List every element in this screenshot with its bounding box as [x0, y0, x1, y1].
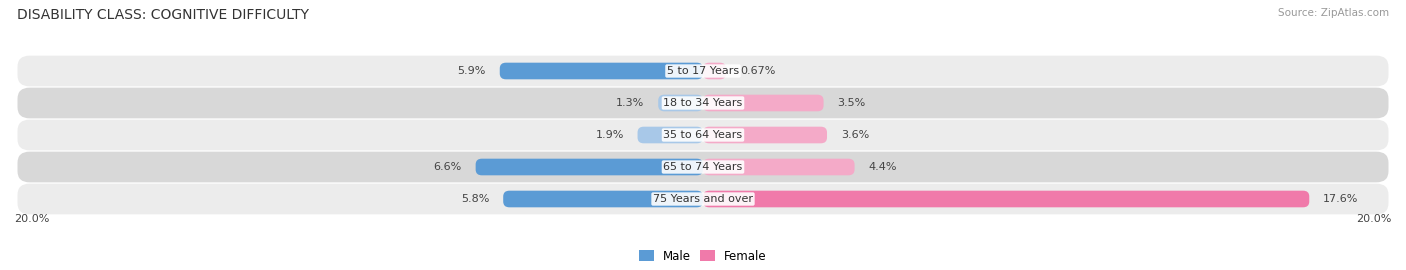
Text: 75 Years and over: 75 Years and over	[652, 194, 754, 204]
Text: 35 to 64 Years: 35 to 64 Years	[664, 130, 742, 140]
FancyBboxPatch shape	[17, 88, 1389, 118]
FancyBboxPatch shape	[17, 56, 1389, 86]
Text: 5 to 17 Years: 5 to 17 Years	[666, 66, 740, 76]
Text: 5.8%: 5.8%	[461, 194, 489, 204]
FancyBboxPatch shape	[703, 95, 824, 111]
Text: 20.0%: 20.0%	[1357, 214, 1392, 224]
FancyBboxPatch shape	[17, 120, 1389, 150]
FancyBboxPatch shape	[658, 95, 703, 111]
Legend: Male, Female: Male, Female	[634, 245, 772, 267]
Text: 0.67%: 0.67%	[740, 66, 775, 76]
FancyBboxPatch shape	[703, 191, 1309, 207]
FancyBboxPatch shape	[703, 127, 827, 143]
Text: 1.3%: 1.3%	[616, 98, 644, 108]
Text: Source: ZipAtlas.com: Source: ZipAtlas.com	[1278, 8, 1389, 18]
FancyBboxPatch shape	[503, 191, 703, 207]
FancyBboxPatch shape	[703, 63, 725, 79]
FancyBboxPatch shape	[17, 184, 1389, 214]
Text: DISABILITY CLASS: COGNITIVE DIFFICULTY: DISABILITY CLASS: COGNITIVE DIFFICULTY	[17, 8, 309, 22]
Text: 3.5%: 3.5%	[838, 98, 866, 108]
FancyBboxPatch shape	[637, 127, 703, 143]
FancyBboxPatch shape	[703, 159, 855, 175]
FancyBboxPatch shape	[475, 159, 703, 175]
Text: 3.6%: 3.6%	[841, 130, 869, 140]
Text: 5.9%: 5.9%	[457, 66, 486, 76]
FancyBboxPatch shape	[499, 63, 703, 79]
Text: 65 to 74 Years: 65 to 74 Years	[664, 162, 742, 172]
Text: 20.0%: 20.0%	[14, 214, 49, 224]
Text: 1.9%: 1.9%	[595, 130, 624, 140]
Text: 6.6%: 6.6%	[433, 162, 461, 172]
FancyBboxPatch shape	[17, 152, 1389, 182]
Text: 18 to 34 Years: 18 to 34 Years	[664, 98, 742, 108]
Text: 4.4%: 4.4%	[869, 162, 897, 172]
Text: 17.6%: 17.6%	[1323, 194, 1358, 204]
